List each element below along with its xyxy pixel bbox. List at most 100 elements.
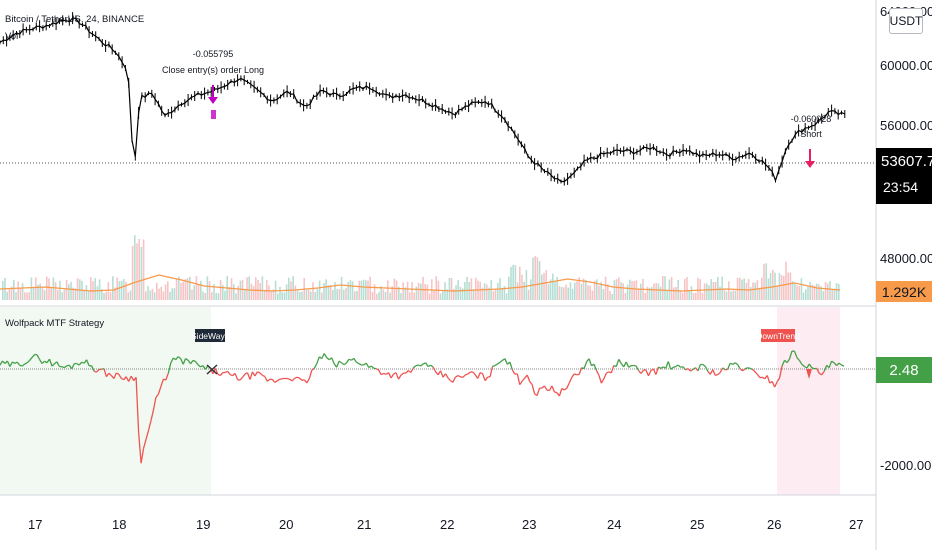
- volume-bar: [120, 280, 123, 300]
- volume-bar: [730, 291, 732, 300]
- volume-bar: [24, 292, 26, 300]
- long-exit-text: Close entry(s) order Long: [162, 65, 264, 75]
- oscillator-segment: [796, 357, 800, 361]
- indicator-value-label: 2.48: [876, 357, 932, 383]
- oscillator-segment: [766, 375, 771, 384]
- volume-bar: [395, 280, 398, 300]
- sideways-label-bg: [195, 329, 225, 342]
- volume-bar: [13, 279, 15, 300]
- volume-bar: [68, 284, 70, 300]
- volume-bar: [567, 287, 569, 300]
- oscillator-segment: [338, 360, 342, 364]
- volume-bar: [602, 289, 605, 300]
- volume-bar: [802, 292, 805, 300]
- volume-bar: [19, 288, 22, 300]
- oscillator-segment: [558, 388, 563, 397]
- current-price-value: 53607.77: [881, 153, 932, 170]
- oscillator-segment: [135, 377, 140, 433]
- volume-bar: [6, 291, 8, 300]
- oscillator-segment: [194, 361, 199, 366]
- volume-bar: [448, 278, 451, 300]
- oscillator-segment: [836, 362, 840, 366]
- oscillator-segment: [442, 373, 447, 378]
- oscillator-segment: [828, 360, 833, 368]
- volume-bar: [158, 288, 160, 300]
- volume-bar: [587, 285, 589, 300]
- volume-bar: [457, 279, 459, 300]
- volume-bar: [479, 281, 481, 300]
- volume-bar: [98, 279, 101, 300]
- oscillator-segment: [9, 361, 13, 367]
- volume-bar: [169, 291, 171, 300]
- currency-unit-button[interactable]: USDT: [889, 8, 923, 34]
- oscillator-segment: [175, 356, 179, 361]
- oscillator-segment: [640, 369, 645, 374]
- time-tick-21: 21: [357, 517, 371, 532]
- oscillator-segment: [816, 368, 820, 374]
- price-tick-56000: 56000.00: [880, 118, 932, 133]
- volume-bar: [70, 281, 72, 300]
- volume-bar: [565, 284, 567, 300]
- volume-bar: [294, 285, 297, 300]
- volume-bar: [351, 281, 354, 300]
- volume-bar: [338, 289, 341, 300]
- oscillator-segment: [227, 371, 231, 376]
- volume-bar: [332, 290, 334, 300]
- volume-bar: [629, 279, 631, 300]
- volume-bar: [167, 281, 169, 300]
- volume-bar: [393, 278, 396, 300]
- volume-bar: [543, 272, 545, 300]
- volume-bar: [593, 280, 596, 300]
- time-tick-27: 27: [849, 517, 863, 532]
- oscillator-segment: [465, 373, 468, 376]
- volume-bar: [360, 280, 363, 300]
- volume-bar: [611, 294, 613, 300]
- oscillator-segment: [412, 365, 417, 369]
- volume-bar: [197, 284, 200, 300]
- volume-bar: [215, 293, 217, 300]
- volume-bar: [153, 292, 156, 300]
- volume-bar: [809, 282, 811, 300]
- oscillator-segment: [687, 368, 691, 372]
- volume-bar: [312, 282, 314, 300]
- oscillator-segment: [249, 371, 254, 380]
- chart-title: Bitcoin / TetherUS, 24, BINANCE: [5, 14, 144, 25]
- volume-bar: [208, 281, 211, 300]
- volume-bar: [142, 239, 145, 300]
- volume-bar: [701, 292, 704, 300]
- oscillator-segment: [793, 350, 798, 358]
- oscillator-segment: [655, 366, 660, 375]
- oscillator-segment: [66, 364, 70, 367]
- oscillator-segment: [410, 367, 414, 373]
- oscillator-segment: [798, 360, 803, 365]
- time-tick-18: 18: [112, 517, 126, 532]
- volume-bar: [690, 286, 693, 300]
- volume-bar: [723, 289, 726, 300]
- volume-bar: [162, 291, 165, 300]
- oscillator-segment: [427, 364, 432, 368]
- oscillator-segment: [509, 361, 513, 370]
- oscillator-segment: [335, 360, 340, 368]
- oscillator-segment: [326, 357, 330, 361]
- oscillator-segment: [264, 376, 268, 382]
- volume-bar: [708, 285, 710, 300]
- oscillator-segment: [781, 360, 786, 367]
- candle-countdown: 23:54: [883, 179, 919, 195]
- volume-bar: [285, 284, 288, 300]
- volume-bar: [613, 280, 616, 300]
- oscillator-segment: [420, 363, 424, 367]
- oscillator-segment: [405, 370, 409, 374]
- oscillator-segment: [702, 363, 706, 368]
- volume-bar: [644, 292, 646, 300]
- volume-bar: [780, 275, 783, 300]
- oscillator-segment: [190, 360, 194, 365]
- volume-bar: [778, 273, 781, 300]
- oscillator-segment: [259, 372, 263, 376]
- oscillator-segment: [187, 359, 192, 365]
- volume-bar: [149, 290, 151, 300]
- oscillator-segment: [484, 376, 489, 382]
- volume-bar: [712, 282, 715, 300]
- time-tick-25: 25: [690, 517, 704, 532]
- volume-bar: [61, 292, 63, 300]
- volume-bar: [686, 277, 688, 300]
